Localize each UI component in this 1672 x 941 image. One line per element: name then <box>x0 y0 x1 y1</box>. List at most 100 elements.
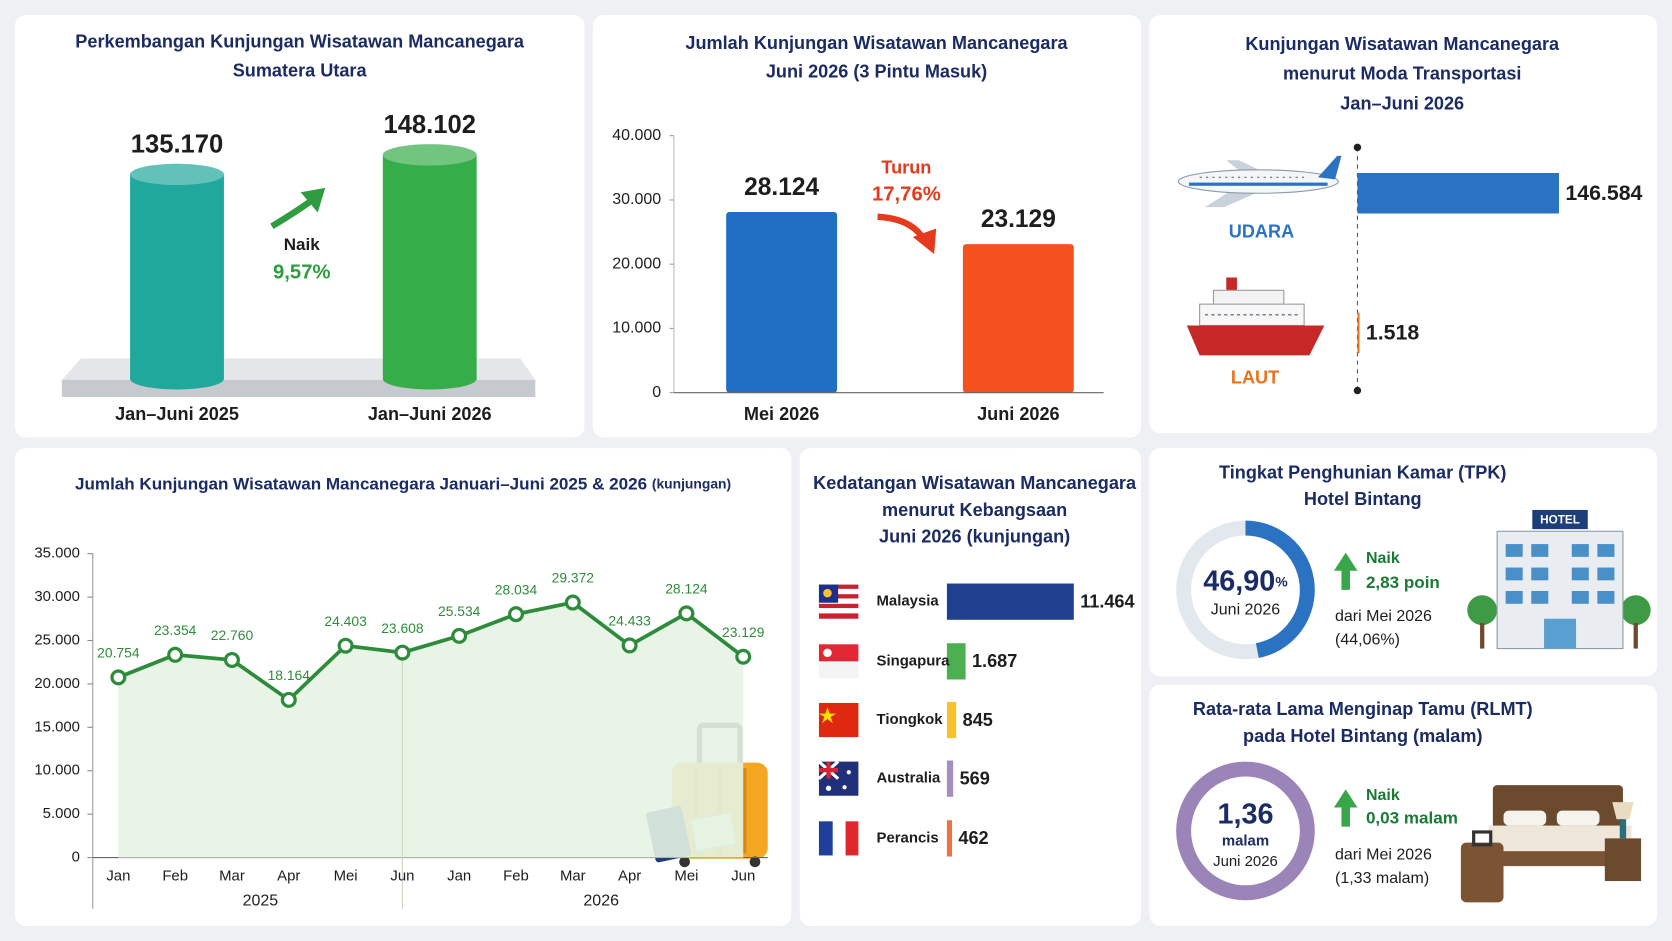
change-label: Naik <box>1366 550 1400 567</box>
value-label: 20.754 <box>97 645 140 661</box>
bar <box>946 643 966 680</box>
axis-dot <box>1353 143 1362 152</box>
point <box>223 651 240 668</box>
category-label: UDARA <box>1229 221 1294 241</box>
value-label: 25.534 <box>438 603 481 619</box>
cylinder <box>130 174 224 379</box>
bar <box>946 760 954 797</box>
y-tick-label: 30.000 <box>34 588 80 605</box>
x-tick-label: Mar <box>219 868 245 885</box>
ship-icon <box>1186 277 1325 356</box>
up-arrow <box>1333 789 1358 827</box>
point <box>167 646 184 663</box>
x-tick-label: Jun <box>731 868 755 885</box>
point <box>621 637 638 654</box>
flag-malaysia <box>818 584 859 619</box>
annotation-change: 17,76% <box>872 184 941 206</box>
chart-title: Sumatera Utara <box>233 60 368 80</box>
hotel-icon <box>1467 509 1651 650</box>
flag-china <box>818 702 859 738</box>
gauge-value: 46,90% <box>1203 565 1287 597</box>
chart-title: menurut Kebangsaan <box>882 500 1067 520</box>
value-label: 462 <box>958 828 988 848</box>
stat-period: Juni 2026 <box>1213 853 1278 870</box>
x-tick-label: Mar <box>560 868 586 885</box>
category-label: LAUT <box>1231 368 1279 388</box>
value-label: 23.129 <box>981 206 1056 233</box>
point <box>337 637 354 654</box>
point <box>508 606 525 623</box>
panel <box>799 448 1141 926</box>
title-unit: (kunjungan) <box>652 475 731 491</box>
plane-icon <box>1177 155 1342 208</box>
flag-singapore <box>818 644 859 679</box>
line <box>117 600 745 703</box>
annotation-label: Naik <box>284 235 321 254</box>
point <box>564 594 581 611</box>
y-tick-label: 40.000 <box>612 127 661 144</box>
x-group-label: 2026 <box>583 893 619 910</box>
value-label: 29.372 <box>552 570 595 586</box>
change-previous: (1,33 malam) <box>1335 870 1429 887</box>
value-label: 28.124 <box>744 174 819 201</box>
annotation-label: Turun <box>881 158 931 178</box>
chart-title: Juni 2026 (3 Pintu Masuk) <box>766 62 987 82</box>
category-label: Singapura <box>877 652 951 669</box>
value-label: 146.584 <box>1565 181 1642 205</box>
y-tick-label: 20.000 <box>612 255 661 272</box>
x-tick-label: Jan–Juni 2026 <box>368 404 492 424</box>
gauge-number: 46,90 <box>1203 565 1275 597</box>
gauge-unit: % <box>1275 573 1287 589</box>
stat-value: 1,36 <box>1217 799 1273 831</box>
flag-australia <box>817 760 859 796</box>
value-label: 1.687 <box>972 651 1017 671</box>
y-tick-label: 10.000 <box>34 762 80 779</box>
value-label: 23.129 <box>722 624 765 640</box>
x-tick-label: Mei <box>334 868 358 885</box>
value-label: 569 <box>960 769 990 789</box>
point <box>280 691 297 708</box>
value-label: 1.518 <box>1366 321 1419 345</box>
x-tick-label: Juni 2026 <box>977 404 1060 424</box>
value-label: 11.464 <box>1080 592 1134 612</box>
cylinder-top-shine <box>382 144 477 166</box>
value-label: 18.164 <box>268 667 311 683</box>
gauge-arc <box>1176 520 1315 660</box>
category-label: Tiongkok <box>877 711 944 728</box>
x-tick-label: Feb <box>162 868 188 885</box>
title-text: Jumlah Kunjungan Wisatawan Mancanegara J… <box>75 474 647 493</box>
chart-title: Kunjungan Wisatawan Mancanegara <box>1245 34 1560 54</box>
y-tick-label: 25.000 <box>34 631 80 648</box>
y-tick-label: 20.000 <box>34 675 80 692</box>
value-label: 28.034 <box>495 581 538 597</box>
bed-icon <box>1460 785 1642 903</box>
panel-title: Rata-rata Lama Menginap Tamu (RLMT) <box>1193 699 1533 719</box>
x-tick-label: Apr <box>277 868 300 885</box>
change-label: Naik <box>1366 787 1400 804</box>
x-tick-label: Mei <box>674 868 698 885</box>
value-label: 23.608 <box>381 620 424 636</box>
change-value: 2,83 poin <box>1366 573 1440 592</box>
bar <box>1357 312 1360 354</box>
y-tick-label: 0 <box>652 384 661 401</box>
change-value: 0,03 malam <box>1366 809 1458 828</box>
x-group-label: 2025 <box>243 893 279 910</box>
y-tick-label: 30.000 <box>612 191 661 208</box>
up-arrow <box>270 198 314 230</box>
axis-dot <box>1353 386 1362 395</box>
cylinder-top-shine <box>130 163 224 186</box>
x-tick-label: Feb <box>503 868 529 885</box>
cylinder <box>382 154 477 379</box>
value-label: 135.170 <box>131 130 223 158</box>
bar <box>726 211 838 393</box>
bar <box>962 244 1074 393</box>
value-label: 23.354 <box>154 622 197 638</box>
flag-france <box>818 821 859 856</box>
chart-title: menurut Moda Transportasi <box>1283 64 1521 84</box>
value-label: 28.124 <box>665 581 708 597</box>
arrow-head <box>300 187 326 213</box>
category-label: Perancis <box>877 829 939 846</box>
cylinder-top <box>382 144 477 166</box>
category-label: Malaysia <box>877 593 940 610</box>
up-arrow <box>1333 552 1358 590</box>
